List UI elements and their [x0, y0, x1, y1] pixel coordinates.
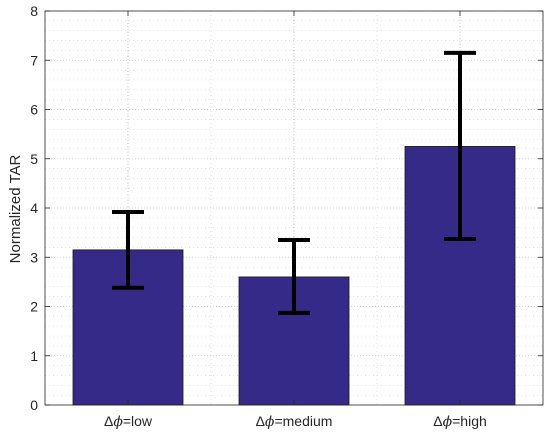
y-tick-label: 1 [30, 348, 38, 364]
y-tick-label: 8 [30, 3, 38, 19]
y-axis-label: Normalized TAR [7, 155, 24, 264]
y-tick-label: 4 [30, 200, 38, 216]
y-tick-label: 7 [30, 52, 38, 68]
axes [44, 10, 544, 406]
x-tick-label: Δϕ=low [104, 413, 153, 430]
y-tick-label: 6 [30, 102, 38, 118]
y-tick-label: 5 [30, 151, 38, 167]
bars [72, 146, 516, 406]
y-tick-label: 3 [30, 249, 38, 265]
x-tick-label: Δϕ=high [433, 413, 487, 430]
x-tick-label: Δϕ=medium [256, 413, 333, 430]
y-tick-label: 2 [30, 299, 38, 315]
y-tick-label: 0 [30, 397, 38, 413]
error-bars [112, 50, 476, 315]
x-tick-labels: Δϕ=low Δϕ=medium Δϕ=high [104, 413, 487, 430]
y-tick-labels: 0 1 2 3 4 5 6 7 8 [30, 3, 38, 413]
